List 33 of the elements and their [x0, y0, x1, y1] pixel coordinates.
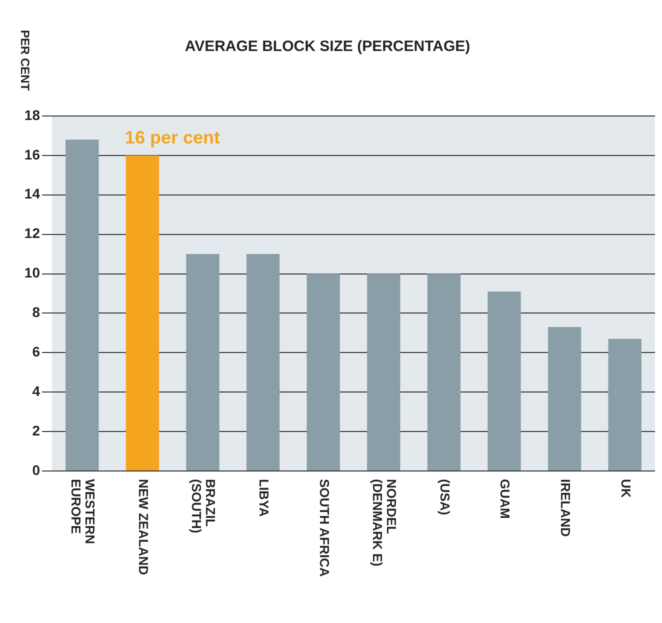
bar [126, 155, 160, 470]
y-tick-label: 10 [24, 264, 40, 281]
bar [548, 327, 582, 470]
bar [66, 140, 99, 470]
x-tick-label: NEW ZEALAND [136, 479, 151, 576]
y-tick-label: 18 [24, 106, 40, 123]
bar [186, 254, 220, 470]
annotation: 16 per cent [124, 127, 220, 148]
y-tick-label: 4 [32, 382, 40, 399]
y-tick-label: 14 [24, 186, 40, 202]
y-tick-label: 2 [32, 422, 40, 438]
x-tick-label: LIBYA [256, 479, 272, 518]
y-tick-label: 0 [32, 462, 40, 478]
bar [608, 338, 642, 470]
bar [306, 274, 340, 470]
bar [427, 274, 461, 470]
x-tick-label: SOUTH AFRICA [316, 479, 332, 578]
y-tick-label: 8 [32, 304, 40, 320]
x-tick-label: WESTERN EUROPE [68, 479, 98, 544]
x-tick-label: BRAZIL (SOUTH) [189, 479, 218, 534]
y-tick-label: 16 [24, 146, 40, 162]
x-tick-label: GUAM [498, 479, 513, 519]
x-tick-label: UK [618, 479, 634, 498]
x-tick-label: (USA) [437, 479, 452, 516]
y-tick-label: 6 [32, 344, 40, 360]
chart-title: AVERAGE BLOCK SIZE (PERCENTAGE) [184, 38, 470, 56]
bar [367, 274, 400, 470]
bar [246, 254, 280, 470]
x-tick-label: NORDEL (DENMARK E) [370, 479, 400, 566]
y-tick-label: 12 [24, 225, 40, 242]
bar [488, 292, 521, 470]
y-axis-title: PER CENT [18, 30, 32, 91]
x-tick-label: IRELAND [558, 479, 573, 537]
